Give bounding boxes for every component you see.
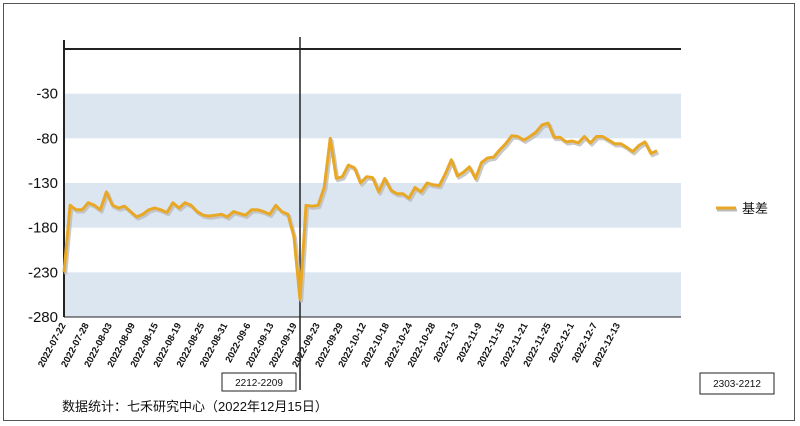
legend: 基差 xyxy=(716,201,768,216)
y-tick-label: -30 xyxy=(36,86,58,103)
contract-label-box: 2303-2212 xyxy=(699,372,775,395)
legend-label: 基差 xyxy=(742,201,768,216)
y-axis: -30 -80 -130 -180 -230 -280 xyxy=(28,40,65,326)
x-axis: 2022-07-222022-07-282022-08-032022-08-09… xyxy=(36,316,681,369)
roll-marker-box: 2212-2209 xyxy=(221,372,297,392)
y-tick-label: -180 xyxy=(28,220,58,237)
chart-frame xyxy=(3,3,795,421)
y-tick-label: -280 xyxy=(28,309,58,326)
grid-band xyxy=(64,272,681,317)
series-group xyxy=(62,121,660,303)
grid-band xyxy=(64,183,681,228)
roll-marker-label: 2212-2209 xyxy=(235,378,283,389)
source-note: 数据统计：七禾研究中心（2022年12月15日） xyxy=(62,399,328,414)
y-tick-label: -130 xyxy=(28,175,58,192)
series-line xyxy=(62,121,658,301)
contract-label: 2303-2212 xyxy=(713,379,761,390)
y-tick-label: -80 xyxy=(36,130,58,147)
grid-bands xyxy=(64,93,681,317)
y-tick-label: -230 xyxy=(28,264,58,281)
grid-band xyxy=(64,93,681,139)
